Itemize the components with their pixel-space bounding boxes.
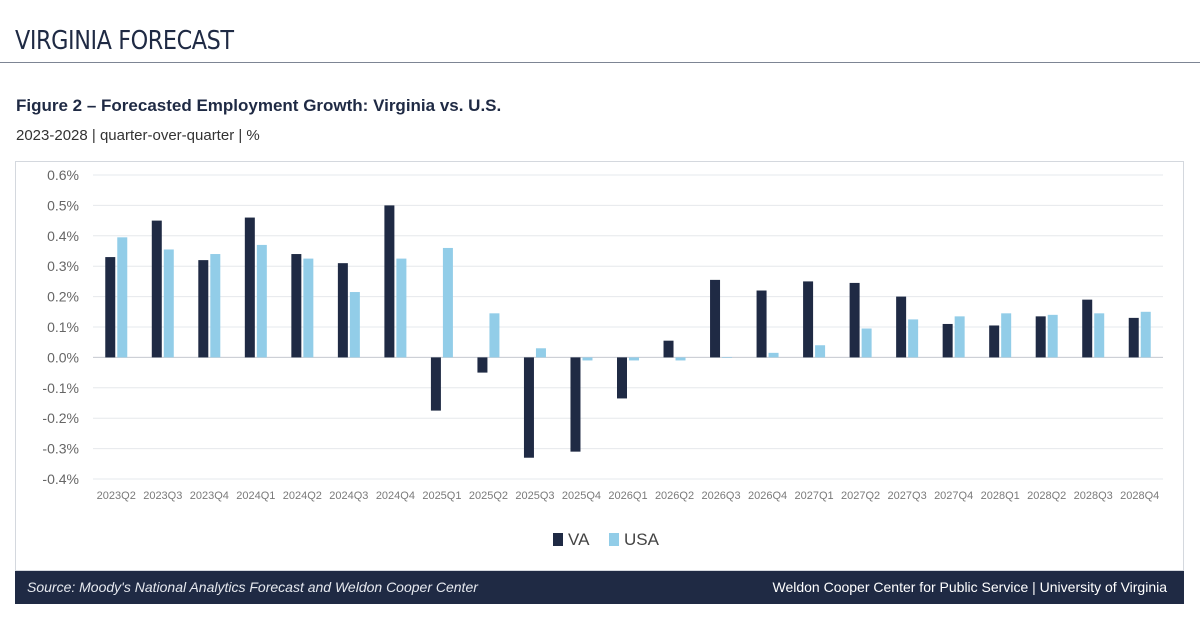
figure-title: Figure 2 – Forecasted Employment Growth:… (16, 96, 502, 115)
y-tick-label: 0.1% (47, 319, 79, 335)
bar-va-2025q1 (430, 357, 441, 411)
bar-va-2025q3 (523, 357, 534, 458)
page-header: VIRGINIA FORECAST (0, 0, 1200, 64)
x-tick-label: 2025Q2 (469, 490, 508, 502)
y-tick-label: 0.0% (47, 349, 79, 365)
bar-va-2028q1 (989, 325, 1000, 358)
x-tick-label: 2025Q3 (515, 490, 554, 502)
y-tick-label: -0.4% (42, 471, 79, 487)
y-tick-label: -0.3% (42, 441, 79, 457)
bar-va-2023q2 (105, 257, 116, 358)
bar-usa-2023q4 (210, 254, 221, 358)
bar-va-2028q2 (1035, 316, 1046, 358)
bar-va-2024q2 (291, 254, 302, 358)
x-tick-label: 2026Q4 (748, 490, 787, 502)
page-title: VIRGINIA FORECAST (15, 26, 234, 56)
x-tick-label: 2026Q1 (608, 490, 647, 502)
bar-usa-2027q2 (861, 328, 872, 358)
x-tick-label: 2027Q2 (841, 490, 880, 502)
bar-usa-2024q1 (256, 244, 267, 358)
footer-credit: Weldon Cooper Center for Public Service … (772, 579, 1167, 595)
x-tick-label: 2026Q3 (701, 490, 740, 502)
y-tick-label: 0.2% (47, 289, 79, 305)
source-note: Source: Moody's National Analytics Forec… (27, 579, 478, 595)
bar-usa-2024q3 (349, 292, 360, 358)
legend-swatch-usa (609, 533, 619, 546)
y-tick-label: -0.2% (42, 410, 79, 426)
bar-usa-2026q1 (629, 357, 639, 361)
legend-label-usa: USA (624, 530, 660, 549)
bar-usa-2026q2 (675, 357, 686, 361)
x-tick-label: 2026Q2 (655, 490, 694, 502)
bar-va-2026q3 (710, 279, 721, 358)
bar-usa-2023q3 (163, 249, 174, 358)
bar-usa-2028q1 (1001, 313, 1012, 358)
bar-va-2024q3 (337, 263, 348, 358)
bar-usa-2028q3 (1094, 313, 1105, 358)
x-tick-label: 2023Q4 (190, 490, 229, 502)
legend-label-va: VA (568, 530, 590, 549)
bar-usa-2027q1 (815, 345, 826, 358)
bar-va-2025q2 (477, 357, 488, 373)
legend-swatch-va (553, 533, 563, 546)
bar-va-2027q4 (942, 323, 953, 358)
bar-va-2026q2 (663, 340, 674, 358)
bar-va-2027q3 (896, 296, 907, 358)
y-tick-label: 0.6% (47, 167, 79, 183)
x-tick-label: 2027Q3 (888, 490, 927, 502)
bar-va-2023q3 (151, 220, 162, 358)
header-divider (0, 62, 1200, 63)
bar-va-2023q4 (198, 260, 209, 358)
bar-va-2027q1 (803, 281, 814, 358)
bar-va-2027q2 (849, 282, 860, 358)
figure-subtitle: 2023-2028 | quarter-over-quarter | % (16, 127, 260, 144)
bar-usa-2025q3 (535, 348, 546, 358)
bar-usa-2026q3 (722, 357, 733, 358)
x-tick-label: 2025Q1 (422, 490, 461, 502)
bar-usa-2025q2 (489, 313, 500, 358)
x-tick-label: 2028Q2 (1027, 490, 1066, 502)
y-tick-label: 0.5% (47, 197, 79, 213)
y-tick-label: 0.4% (47, 228, 79, 244)
bar-va-2026q4 (756, 290, 767, 358)
bar-usa-2028q2 (1047, 314, 1058, 358)
x-tick-label: 2027Q1 (795, 490, 834, 502)
x-tick-label: 2025Q4 (562, 490, 601, 502)
chart-frame (15, 161, 1184, 571)
x-tick-label: 2027Q4 (934, 490, 973, 502)
bar-usa-2028q4 (1140, 311, 1151, 358)
footer-bar: Source: Moody's National Analytics Forec… (15, 571, 1184, 604)
x-tick-label: 2028Q4 (1120, 490, 1159, 502)
bar-usa-2024q2 (303, 258, 314, 358)
x-tick-label: 2024Q1 (236, 490, 275, 502)
bar-usa-2023q2 (117, 237, 128, 358)
x-tick-label: 2024Q3 (329, 490, 368, 502)
bar-usa-2027q3 (908, 319, 919, 358)
x-tick-label: 2028Q1 (981, 490, 1020, 502)
y-tick-label: 0.3% (47, 258, 79, 274)
bar-usa-2027q4 (954, 316, 965, 358)
employment-growth-chart: 0.6% 0.5% 0.4% 0.3% 0.2% 0.1% 0.0% -0.1% -0.2% -0… (42, 167, 1163, 549)
bar-va-2026q1 (617, 357, 627, 399)
x-tick-label: 2024Q2 (283, 490, 322, 502)
x-tick-label: 2023Q3 (143, 490, 182, 502)
x-tick-label: 2024Q4 (376, 490, 415, 502)
bar-usa-2025q4 (582, 357, 593, 361)
x-tick-label: 2023Q2 (97, 490, 136, 502)
bar-va-2028q4 (1128, 317, 1139, 358)
bar-va-2028q3 (1082, 299, 1093, 358)
bar-usa-2025q1 (442, 247, 453, 358)
bar-usa-2026q4 (768, 352, 779, 358)
bar-va-2024q1 (244, 217, 255, 358)
bar-usa-2024q4 (396, 258, 407, 358)
bar-va-2024q4 (384, 205, 395, 358)
x-tick-label: 2028Q3 (1074, 490, 1113, 502)
y-tick-label: -0.1% (42, 380, 79, 396)
bar-va-2025q4 (570, 357, 581, 452)
